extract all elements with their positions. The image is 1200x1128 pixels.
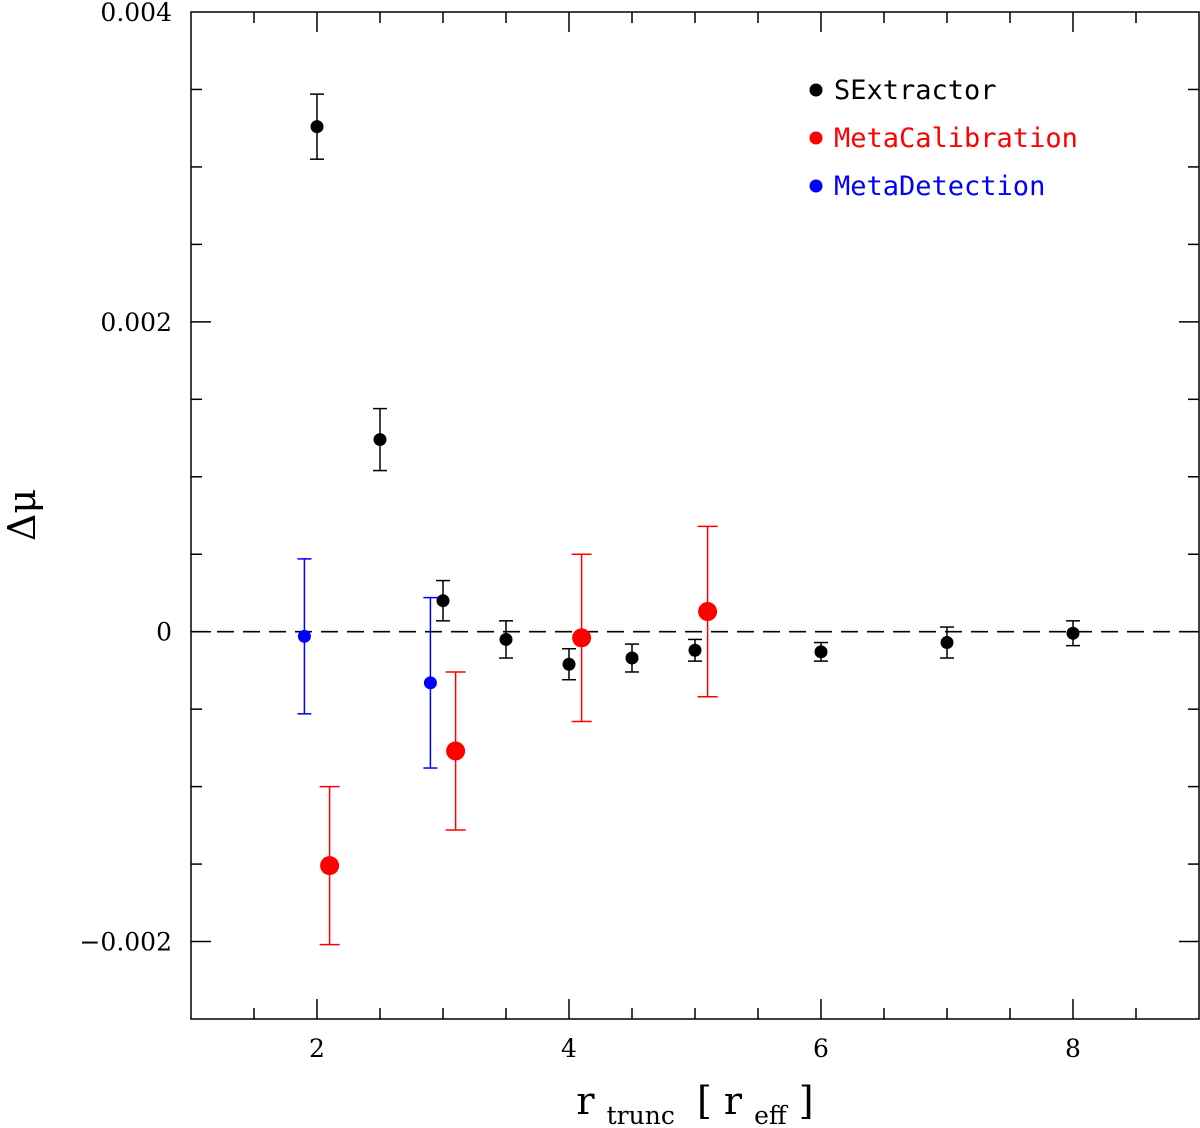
legend: SExtractor MetaCalibration MetaDetection bbox=[809, 75, 1078, 202]
x-axis-label-main-sub: trunc bbox=[607, 1101, 675, 1128]
marker bbox=[436, 594, 450, 608]
data-markers bbox=[297, 93, 1080, 946]
x-axis-label-unit-sub: eff bbox=[754, 1101, 789, 1128]
data-point-sextractor bbox=[499, 620, 513, 659]
data-point-sextractor bbox=[373, 407, 387, 472]
legend-marker bbox=[809, 179, 823, 193]
data-point-sextractor bbox=[436, 579, 450, 622]
legend-label: SExtractor bbox=[834, 75, 997, 106]
data-point-metacalibration bbox=[697, 525, 718, 698]
marker bbox=[1066, 626, 1080, 640]
legend-item-metacalibration: MetaCalibration bbox=[809, 123, 1078, 154]
data-point-metacalibration bbox=[319, 785, 340, 946]
data-point-sextractor bbox=[814, 641, 828, 662]
marker bbox=[625, 651, 639, 665]
marker bbox=[446, 741, 466, 761]
legend-item-sextractor: SExtractor bbox=[809, 75, 997, 106]
marker bbox=[499, 632, 513, 646]
data-point-sextractor bbox=[688, 638, 702, 662]
legend-label: MetaDetection bbox=[834, 171, 1045, 202]
tick-labels: 2 4 6 8 −0.002 0 0.002 0.004 bbox=[79, 0, 1080, 1063]
legend-marker bbox=[809, 83, 823, 97]
x-axis-label-main: r bbox=[576, 1079, 595, 1123]
marker bbox=[562, 657, 576, 671]
x-tick-label: 8 bbox=[1065, 1034, 1081, 1063]
data-point-sextractor bbox=[625, 643, 639, 673]
y-tick-label: 0.004 bbox=[100, 0, 172, 27]
x-axis-label-open-bracket: [ bbox=[697, 1079, 712, 1123]
data-point-metacalibration bbox=[445, 671, 466, 831]
x-tick-label: 2 bbox=[309, 1034, 325, 1063]
marker bbox=[698, 602, 718, 622]
marker bbox=[814, 645, 828, 659]
axis-ticks bbox=[191, 12, 1199, 1019]
marker bbox=[297, 629, 311, 643]
marker bbox=[373, 433, 387, 447]
y-tick-label: 0 bbox=[156, 618, 172, 647]
marker bbox=[688, 643, 702, 657]
plot-frame bbox=[190, 11, 1200, 1020]
data-point-metacalibration bbox=[571, 553, 592, 723]
data-point-sextractor bbox=[1066, 620, 1080, 647]
legend-item-metadetection: MetaDetection bbox=[809, 171, 1045, 202]
legend-label: MetaCalibration bbox=[834, 123, 1078, 154]
legend-marker bbox=[809, 131, 823, 145]
x-tick-label: 4 bbox=[561, 1034, 577, 1063]
data-point-metadetection bbox=[297, 558, 312, 715]
marker bbox=[572, 628, 592, 648]
data-point-metadetection bbox=[423, 596, 438, 769]
x-axis-label: r trunc [ r eff ] bbox=[576, 1079, 813, 1128]
marker bbox=[320, 856, 340, 876]
y-tick-label: −0.002 bbox=[79, 928, 172, 957]
marker bbox=[423, 676, 437, 690]
marker bbox=[940, 636, 954, 650]
data-point-sextractor bbox=[310, 93, 324, 160]
x-tick-label: 6 bbox=[813, 1034, 829, 1063]
marker bbox=[310, 120, 324, 134]
y-tick-label: 0.002 bbox=[100, 308, 172, 337]
x-axis-label-unit: r bbox=[724, 1079, 743, 1123]
y-axis-label: Δμ bbox=[0, 489, 44, 541]
data-point-sextractor bbox=[562, 647, 576, 681]
data-point-sextractor bbox=[940, 626, 954, 659]
x-axis-label-close-bracket: ] bbox=[799, 1079, 814, 1123]
